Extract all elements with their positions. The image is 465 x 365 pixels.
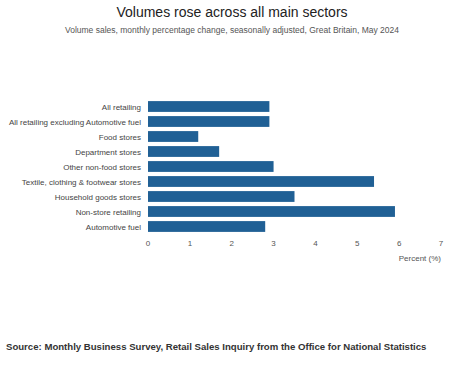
bar	[148, 206, 395, 217]
bar	[148, 116, 269, 127]
tick-label: 7	[439, 239, 444, 248]
tick-mark	[357, 234, 358, 237]
tick-label: 6	[397, 239, 402, 248]
category-label: Household goods stores	[55, 193, 141, 202]
tick-mark	[189, 234, 190, 237]
tick-label: 4	[313, 239, 318, 248]
category-label: All retailing	[102, 103, 141, 112]
subtitle: Volume sales, monthly percentage change,…	[65, 25, 399, 35]
bar	[148, 131, 198, 142]
tick-label: 1	[188, 239, 193, 248]
category-label: Automotive fuel	[86, 223, 141, 232]
bar	[148, 191, 295, 202]
tick-label: 0	[146, 239, 151, 248]
title: Volumes rose across all main sectors	[116, 4, 347, 20]
category-label: All retailing excluding Automotive fuel	[9, 118, 141, 127]
category-label: Textile, clothing & footwear stores	[22, 178, 141, 187]
bar	[148, 161, 274, 172]
category-label: Department stores	[75, 148, 141, 157]
bar	[148, 221, 265, 232]
tick-mark	[441, 234, 442, 237]
tick-mark	[399, 234, 400, 237]
category-label: Food stores	[99, 133, 141, 142]
tick-label: 3	[271, 239, 276, 248]
category-label: Other non-food stores	[63, 163, 141, 172]
bar	[148, 176, 374, 187]
tick-mark	[148, 234, 149, 237]
category-label: Non-store retailing	[76, 208, 141, 217]
tick-mark	[273, 234, 274, 237]
bars	[148, 101, 395, 232]
source: Source: Monthly Business Survey, Retail …	[6, 341, 426, 352]
chart: Volumes rose across all main sectors Volu…	[0, 0, 465, 365]
tick-label: 5	[355, 239, 360, 248]
tick-mark	[315, 234, 316, 237]
bar	[148, 146, 219, 157]
bar	[148, 101, 269, 112]
tick-mark	[231, 234, 232, 237]
tick-label: 2	[229, 239, 234, 248]
axis-label: Percent (%)	[399, 254, 442, 263]
